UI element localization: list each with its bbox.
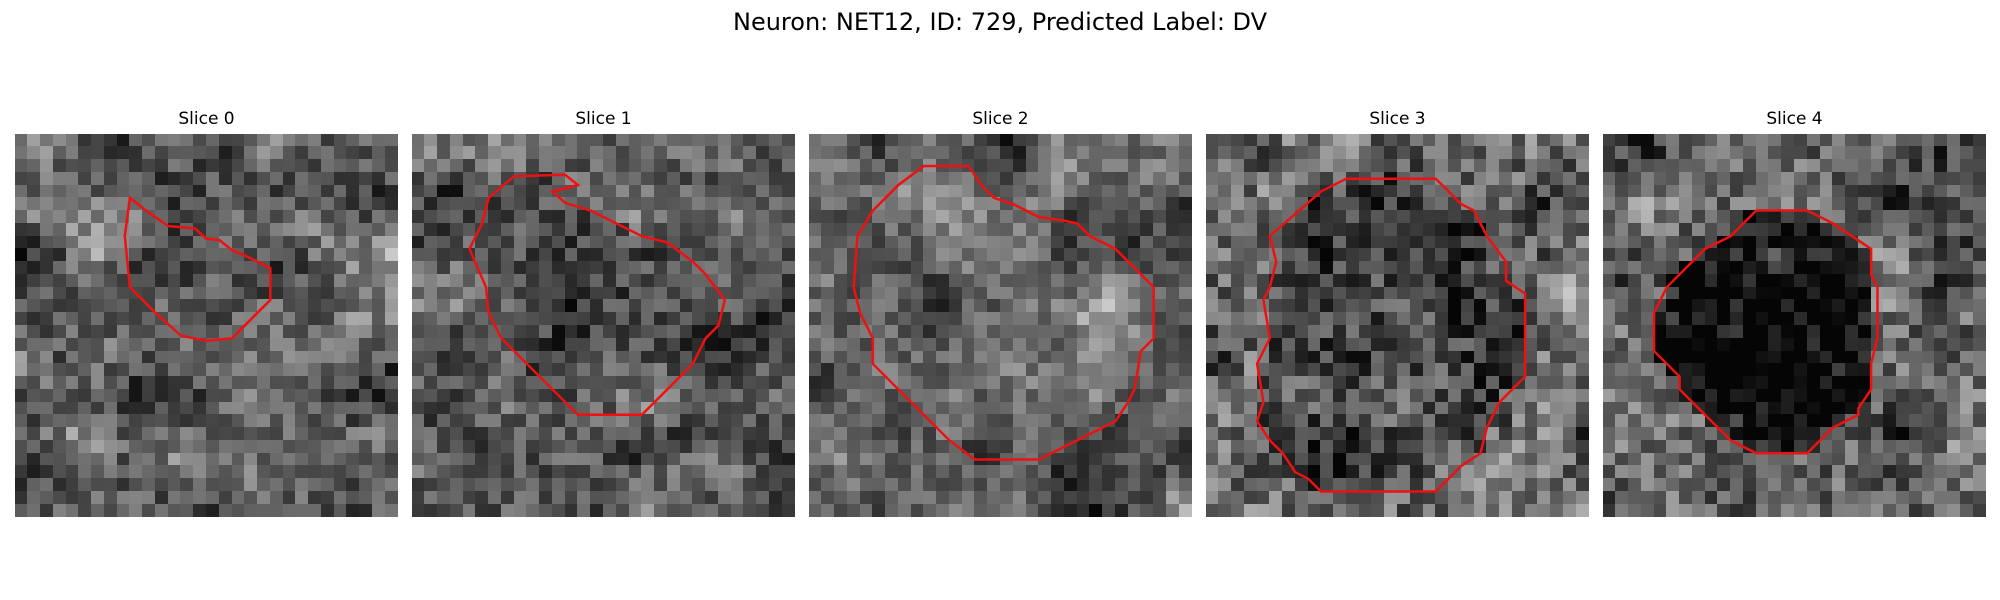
slice-title-2: Slice 2	[972, 109, 1029, 129]
slice-panel-0: Slice 0	[15, 108, 398, 518]
slice-image-1	[412, 134, 795, 517]
slice-title-0: Slice 0	[178, 109, 235, 129]
figure-title: Neuron: NET12, ID: 729, Predicted Label:…	[732, 8, 1268, 36]
slice-title-3: Slice 3	[1369, 109, 1426, 129]
slice-panel-3: Slice 3	[1206, 108, 1589, 518]
slice-title-1: Slice 1	[575, 109, 632, 129]
slice-image-2	[809, 134, 1192, 517]
slice-image-4	[1603, 134, 1986, 517]
slice-image-0	[15, 134, 398, 517]
slice-title-4: Slice 4	[1766, 109, 1823, 129]
slice-panel-2: Slice 2	[809, 108, 1192, 518]
slice-image-3	[1206, 134, 1589, 517]
slice-panel-1: Slice 1	[412, 108, 795, 518]
slice-panel-4: Slice 4	[1603, 108, 1986, 518]
